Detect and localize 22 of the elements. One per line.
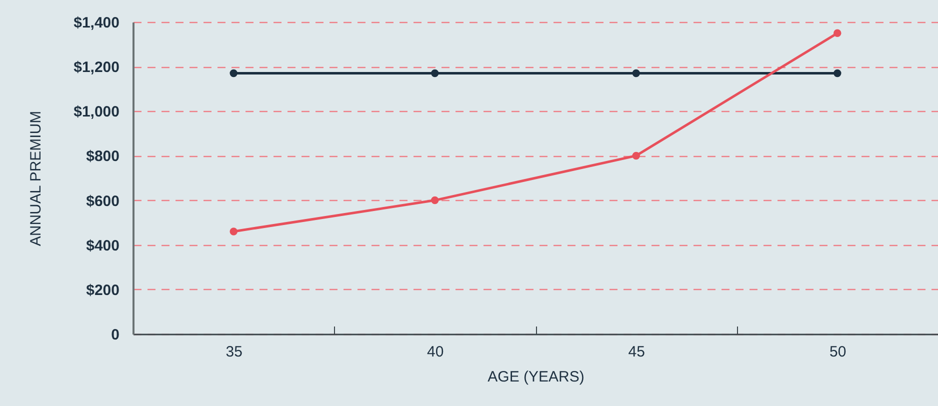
y-tick-label: $1,400 (74, 14, 120, 32)
y-tick-label: 0 (111, 326, 120, 344)
point (632, 152, 640, 160)
x-tick-label: 35 (226, 344, 242, 360)
y-tick-label: $800 (86, 148, 120, 166)
point (431, 69, 439, 78)
y-tick-label: $1,200 (74, 59, 120, 76)
point (230, 69, 238, 78)
x-tick-label: 50 (830, 344, 846, 360)
y-tick-label: $1,000 (74, 104, 120, 121)
x-tick-label: 40 (427, 344, 444, 360)
point (834, 29, 842, 38)
point (834, 69, 842, 78)
point (230, 228, 238, 236)
y-axis-title: ANNUAL PREMIUM (28, 110, 45, 246)
x-tick-label: 45 (628, 344, 645, 360)
y-tick-label: $600 (86, 192, 120, 210)
x-axis-title: AGE (YEARS) (488, 368, 584, 386)
point (632, 69, 640, 78)
point (431, 196, 439, 204)
y-tick-label: $200 (86, 282, 120, 299)
y-tick-label: $400 (86, 237, 120, 254)
